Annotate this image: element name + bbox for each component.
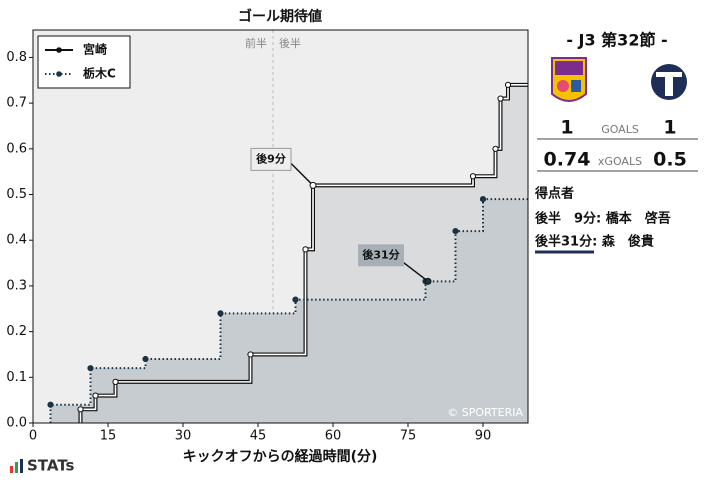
legend-box [37,35,131,89]
area [50,199,528,423]
x-tick-label: 0 [29,429,37,444]
home-crest [551,57,587,102]
annotation: 後9分 [256,151,286,165]
point [247,351,254,358]
x-tick-label: 60 [325,429,342,444]
point [492,145,499,152]
x-tick-label: 90 [475,429,492,444]
y-tick-label: 0.0 [6,416,27,431]
watermark: © SPORTERIA [447,406,523,419]
plot-frame [32,29,529,424]
x-tick-label: 45 [250,429,267,444]
brand: STATs [27,457,75,475]
point [87,365,94,372]
point [302,246,309,253]
legend-marker [56,71,62,77]
point [292,296,299,303]
x-tick-label: 15 [100,429,117,444]
chart-title: ゴール期待値 [238,8,322,25]
y-tick-label: 0.2 [6,324,27,339]
goal-marker [309,181,317,189]
point [112,378,119,385]
point [92,392,99,399]
y-tick-label: 0.5 [6,187,27,202]
y-tick-label: 0.3 [6,278,27,293]
point [497,95,504,102]
x-tick-label: 75 [400,429,417,444]
scorers-title: 得点者 [534,186,574,202]
point [47,401,54,408]
annotation-box [358,244,404,267]
legend-label: 宮崎 [83,42,107,57]
y-tick-label: 0.6 [6,141,27,156]
step-line-inner [79,84,528,423]
point [217,310,224,317]
brand-logo [10,459,23,473]
away-goals: 1 [663,117,676,139]
point [479,195,487,203]
match-title: - J3 第32節 - [566,31,667,50]
period-label: 後半 [279,36,301,50]
y-tick-label: 0.8 [6,50,27,65]
away-xg: 0.5 [653,149,687,171]
home-goals: 1 [560,117,573,139]
xg-label: xGOALS [598,155,642,168]
goals-label: GOALS [601,123,639,136]
legend-label: 栃木C [83,66,116,81]
annotation-box [250,147,292,171]
x-axis-label: キックオフからの経過時間(分) [183,448,378,465]
scorer: 後半31分: 森 俊貴 [535,234,654,250]
point [469,173,477,180]
point [142,355,149,363]
home-xg: 0.74 [544,149,591,171]
y-tick-label: 0.1 [6,370,27,385]
period-label: 前半 [245,36,267,50]
point [504,81,512,88]
x-tick-label: 30 [175,429,192,444]
point [77,406,84,413]
y-tick-label: 0.4 [6,233,27,248]
y-tick-label: 0.7 [6,96,27,111]
legend-marker [56,47,62,53]
goal-marker [424,277,432,285]
away-crest [651,64,687,100]
point [452,227,459,235]
annotation: 後31分 [362,247,399,261]
scorer: 後半 9分: 橋本 啓吾 [535,211,671,227]
